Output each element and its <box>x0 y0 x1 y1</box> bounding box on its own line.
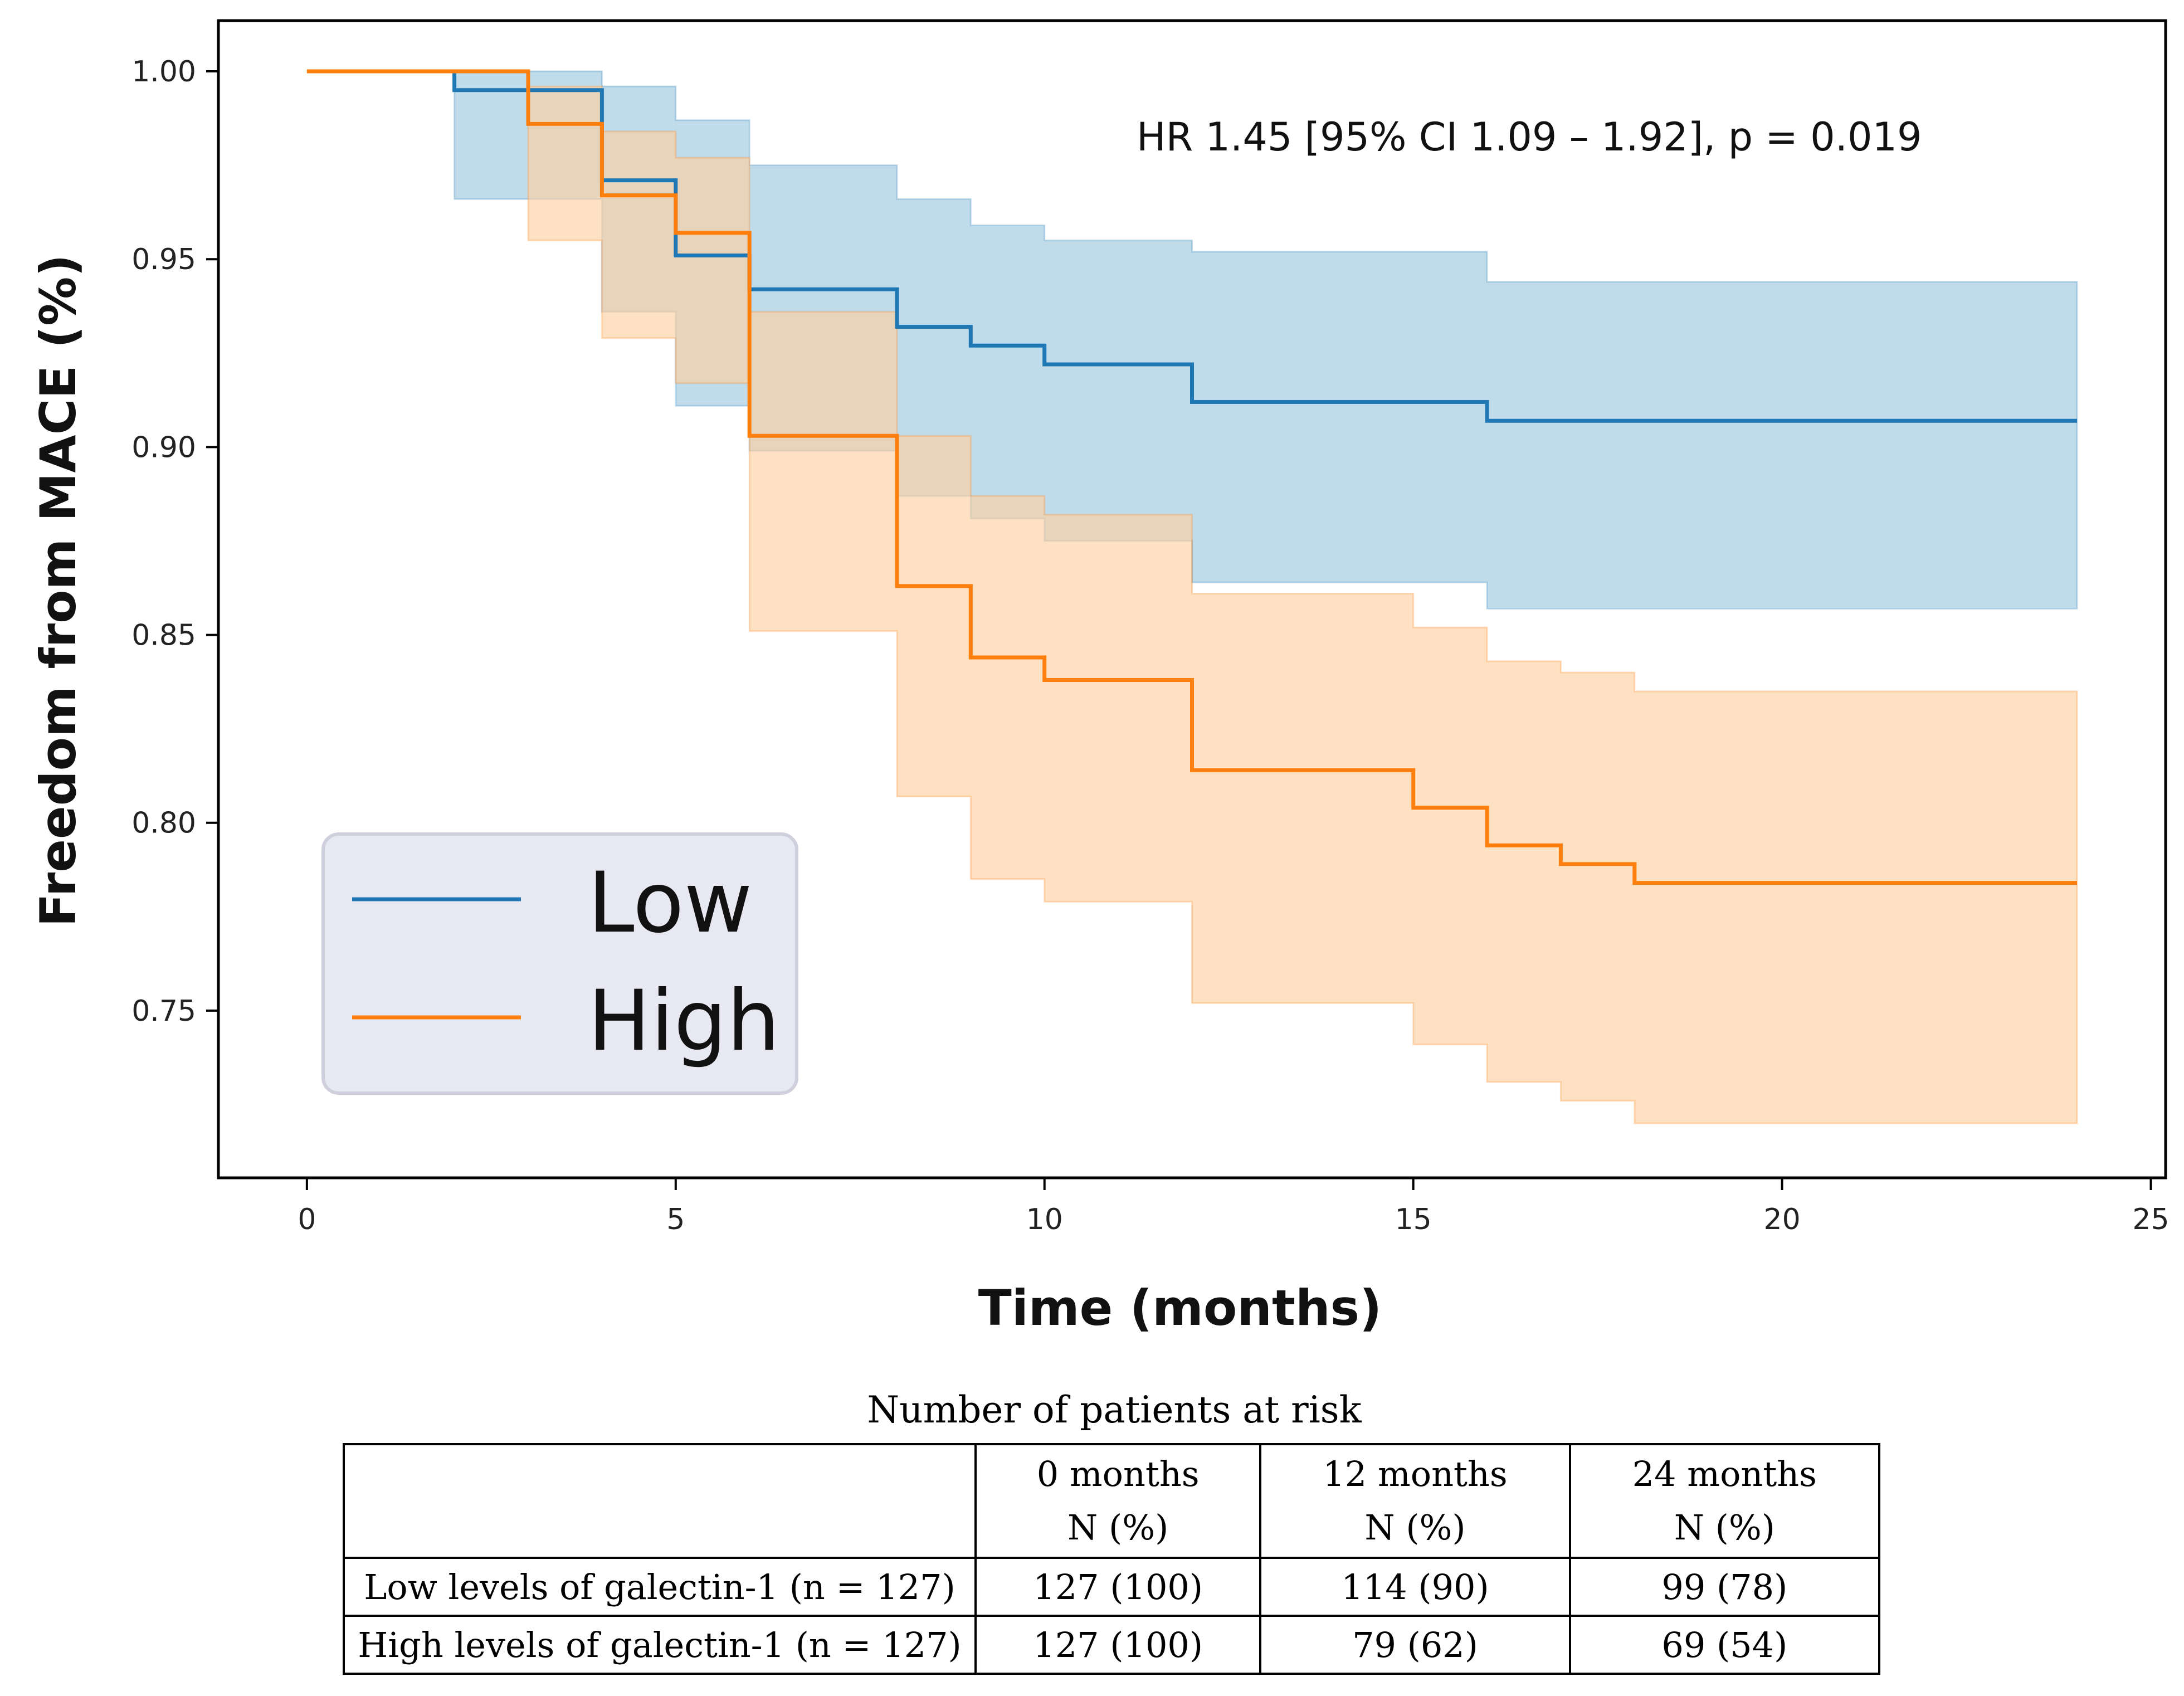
y-tick-label: 0.95 <box>131 243 196 276</box>
risk-cell: 69 (54) <box>1568 1615 1881 1675</box>
y-tick-label: 1.00 <box>131 55 196 89</box>
risk-cell: 99 (78) <box>1568 1557 1881 1617</box>
km-chart: 0 5 10 15 20 25 1.00 0.95 0.90 0.85 0.80 0.75 HR 1… <box>30 19 2170 1337</box>
risk-cell: 127 (100) <box>974 1557 1262 1617</box>
risk-cell: 79 (62) <box>1259 1615 1571 1675</box>
risk-header-sub: N (%) <box>1364 1507 1466 1548</box>
risk-row-low: Low levels of galectin-1 (n = 127) 127 (… <box>343 1557 1881 1617</box>
x-axis-title: Time (months) <box>978 1279 1382 1337</box>
x-tick-label: 10 <box>1026 1203 1063 1236</box>
risk-cell: 127 (100) <box>974 1615 1262 1675</box>
y-tick-label: 0.90 <box>131 431 196 464</box>
legend: Low High <box>321 832 798 1095</box>
y-tick-label: 0.80 <box>131 807 196 840</box>
risk-header-0m: 0 months N (%) <box>974 1443 1262 1559</box>
risk-header-24m: 24 months N (%) <box>1568 1443 1881 1559</box>
y-axis-ticks: 1.00 0.95 0.90 0.85 0.80 0.75 <box>131 55 218 1028</box>
x-tick-label: 5 <box>666 1203 685 1236</box>
y-tick-label: 0.75 <box>131 995 196 1028</box>
risk-row-high: High levels of galectin-1 (n = 127) 127 … <box>343 1615 1881 1675</box>
legend-label-high: High <box>588 973 780 1070</box>
risk-header-label: 24 months <box>1632 1454 1817 1494</box>
risk-row-label: High levels of galectin-1 (n = 127) <box>343 1615 977 1675</box>
risk-cell: 114 (90) <box>1259 1557 1571 1617</box>
risk-header-label: 12 months <box>1323 1454 1508 1494</box>
x-tick-label: 25 <box>2132 1203 2169 1236</box>
survival-curves <box>306 69 2078 885</box>
hr-annotation: HR 1.45 [95% CI 1.09 – 1.92], p = 0.019 <box>1137 114 1922 160</box>
legend-label-low: Low <box>588 855 752 952</box>
x-tick-label: 0 <box>298 1203 316 1236</box>
risk-header-12m: 12 months N (%) <box>1259 1443 1571 1559</box>
risk-table-header: 0 months N (%) 12 months N (%) 24 months N … <box>343 1443 1881 1559</box>
km-curve-high <box>306 69 2078 885</box>
risk-row-label: Low levels of galectin-1 (n = 127) <box>343 1557 977 1617</box>
risk-header-empty <box>343 1443 977 1559</box>
x-tick-label: 15 <box>1395 1203 1432 1236</box>
plot-frame <box>217 19 2167 1180</box>
risk-header-sub: N (%) <box>1674 1507 1775 1548</box>
x-axis-ticks: 0 5 10 15 20 25 <box>298 1178 2170 1236</box>
y-tick-label: 0.85 <box>131 619 196 652</box>
risk-header-sub: N (%) <box>1067 1507 1169 1548</box>
y-axis-title: Freedom from MACE (%) <box>30 254 87 927</box>
risk-header-label: 0 months <box>1036 1454 1200 1494</box>
risk-table: 0 months N (%) 12 months N (%) 24 months N … <box>343 1443 1881 1675</box>
km-curve-low <box>306 69 2078 423</box>
x-tick-label: 20 <box>1764 1203 1801 1236</box>
risk-table-title: Number of patients at risk <box>867 1388 1362 1431</box>
